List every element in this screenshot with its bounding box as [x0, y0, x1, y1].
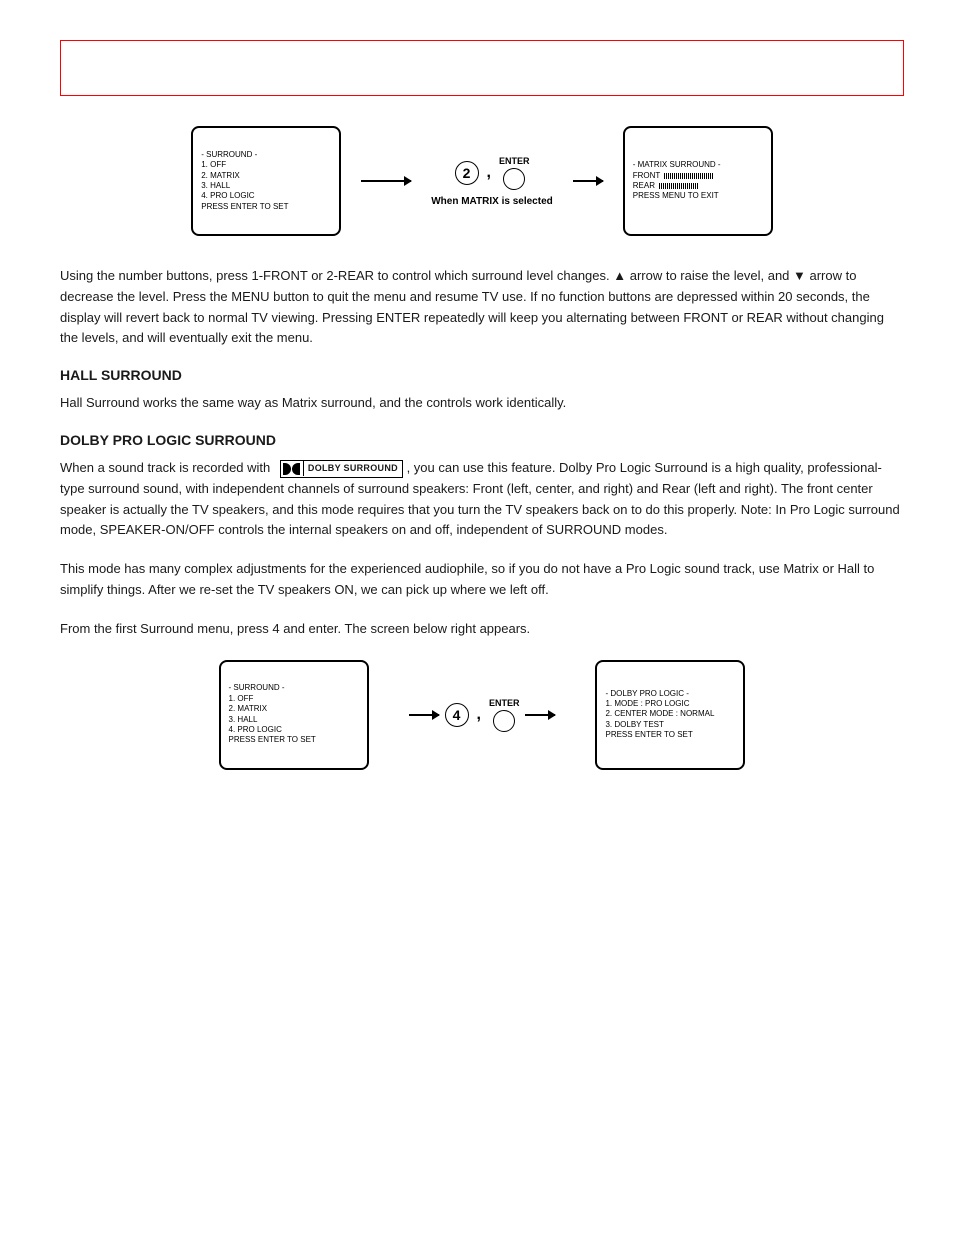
dolby-d-icon [281, 461, 303, 477]
step-number: 4 [453, 707, 461, 723]
prologic-prefix: When a sound track is recorded with [60, 460, 274, 475]
arrow-icon [409, 714, 439, 716]
enter-label: ENTER [499, 156, 530, 166]
level-bar-icon [664, 173, 714, 179]
front-level-row: FRONT [633, 171, 763, 181]
diagram-prologic-flow: - SURROUND - 1. OFF 2. MATRIX 3. HALL 4.… [60, 660, 904, 770]
screen-footer: PRESS ENTER TO SET [229, 735, 359, 745]
enter-button-icon [493, 710, 515, 732]
step-number-circle: 4 [445, 703, 469, 727]
arrow-icon [525, 714, 555, 716]
screen-footer: PRESS ENTER TO SET [605, 730, 735, 740]
menu-item: 1. OFF [201, 160, 331, 170]
diagram-matrix-flow: - SURROUND - 1. OFF 2. MATRIX 3. HALL 4.… [60, 126, 904, 236]
level-bar-icon [659, 183, 699, 189]
screen-title: - SURROUND - [201, 150, 331, 160]
screen-title: - SURROUND - [229, 683, 359, 693]
flow-caption: When MATRIX is selected [431, 196, 553, 207]
arrow-icon [573, 180, 603, 182]
prologic-para1: When a sound track is recorded with DOLB… [60, 458, 904, 541]
prologic-heading: DOLBY PRO LOGIC SURROUND [60, 432, 904, 448]
rear-label: REAR [633, 181, 655, 191]
menu-item: 3. DOLBY TEST [605, 720, 735, 730]
menu-item: 4. PRO LOGIC [201, 191, 331, 201]
surround-menu-screen: - SURROUND - 1. OFF 2. MATRIX 3. HALL 4.… [219, 660, 369, 770]
menu-item: 4. PRO LOGIC [229, 725, 359, 735]
menu-item: 2. MATRIX [201, 171, 331, 181]
rear-level-row: REAR [633, 181, 763, 191]
dolby-badge-text: DOLBY SURROUND [303, 461, 402, 475]
screen-title: - DOLBY PRO LOGIC - [605, 689, 735, 699]
menu-item: 1. MODE : PRO LOGIC [605, 699, 735, 709]
header-red-box [60, 40, 904, 96]
comma: , [477, 706, 481, 724]
screen-title: - MATRIX SURROUND - [633, 160, 763, 170]
hall-surround-body: Hall Surround works the same way as Matr… [60, 393, 904, 414]
enter-label: ENTER [489, 698, 520, 708]
step-number: 2 [463, 165, 471, 181]
prologic-para2: This mode has many complex adjustments f… [60, 559, 904, 601]
comma: , [487, 164, 491, 182]
enter-button-icon [503, 168, 525, 190]
dolby-surround-badge: DOLBY SURROUND [280, 460, 403, 478]
arrow-icon [361, 180, 411, 182]
matrix-instructions: Using the number buttons, press 1-FRONT … [60, 266, 904, 349]
prologic-para3: From the first Surround menu, press 4 an… [60, 619, 904, 640]
surround-menu-screen: - SURROUND - 1. OFF 2. MATRIX 3. HALL 4.… [191, 126, 341, 236]
hall-surround-heading: HALL SURROUND [60, 367, 904, 383]
front-label: FRONT [633, 171, 661, 181]
prologic-menu-screen: - DOLBY PRO LOGIC - 1. MODE : PRO LOGIC … [595, 660, 745, 770]
flow-step: 4 , ENTER [409, 698, 556, 732]
menu-item: 3. HALL [229, 715, 359, 725]
menu-item: 2. MATRIX [229, 704, 359, 714]
screen-footer: PRESS ENTER TO SET [201, 202, 331, 212]
matrix-surround-screen: - MATRIX SURROUND - FRONT REAR PRESS MEN… [623, 126, 773, 236]
menu-item: 1. OFF [229, 694, 359, 704]
menu-item: 2. CENTER MODE : NORMAL [605, 709, 735, 719]
step-number-circle: 2 [455, 161, 479, 185]
menu-item: 3. HALL [201, 181, 331, 191]
screen-footer: PRESS MENU TO EXIT [633, 191, 763, 201]
flow-step: 2 , ENTER When MATRIX is selected [431, 156, 553, 207]
